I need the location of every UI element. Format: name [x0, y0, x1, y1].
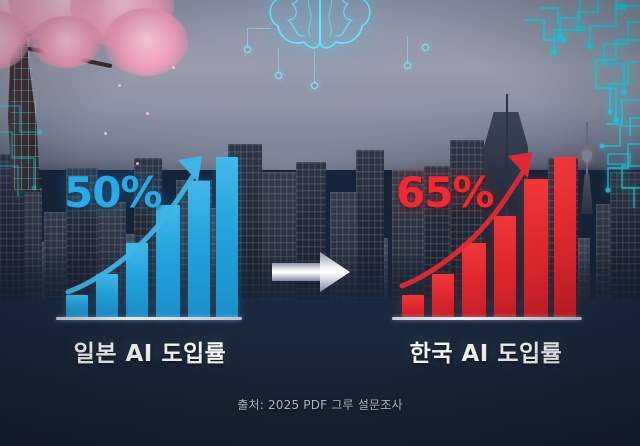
- arrow-right-icon: [272, 252, 350, 292]
- n-seoul-tower-icon: [574, 122, 600, 214]
- bar-5: [524, 179, 548, 317]
- bar-6: [216, 157, 238, 317]
- bar-1: [66, 295, 88, 317]
- chart-baseline-japan: [56, 317, 242, 320]
- node-dot-icon: [275, 72, 282, 79]
- circuit-board-icon: [520, 0, 640, 140]
- bar-1: [402, 295, 424, 317]
- chart-korea: [392, 140, 582, 320]
- bar-4: [494, 216, 516, 317]
- bar-group-korea: [396, 140, 576, 320]
- percent-korea: 65%: [396, 168, 495, 217]
- circuit-board-icon: [0, 92, 54, 212]
- arrow-shaft: [272, 263, 324, 281]
- chart-baseline-korea: [392, 317, 582, 320]
- sky-haze: [0, 60, 640, 170]
- chart-japan: [56, 140, 242, 320]
- node-dot-icon: [311, 82, 318, 89]
- chart-label-japan: 일본 AI 도입률: [73, 341, 227, 367]
- bar-group-japan: [60, 140, 240, 320]
- ground-panel: [0, 300, 640, 446]
- node-line: [247, 28, 271, 29]
- bar-2: [96, 274, 118, 317]
- arrow-head: [320, 252, 350, 292]
- circuit-board-icon: [574, 118, 640, 210]
- node-dot-icon: [422, 44, 429, 51]
- cherry-blossom-tree-icon: [0, 0, 196, 192]
- source-caption: 출처: 2025 PDF 그루 설문조사: [237, 398, 403, 412]
- chart-label-korea: 한국 AI 도입률: [409, 341, 563, 367]
- bar-3: [462, 243, 486, 317]
- node-line: [407, 36, 408, 64]
- bar-6: [554, 157, 576, 317]
- node-line: [278, 48, 279, 74]
- percent-japan: 50%: [64, 168, 163, 217]
- node-line: [247, 28, 248, 48]
- neural-brain-icon: [252, 0, 388, 62]
- bar-3: [126, 243, 148, 317]
- bar-4: [156, 205, 180, 317]
- node-line: [314, 50, 315, 84]
- bar-2: [432, 274, 454, 317]
- bar-5: [188, 181, 210, 317]
- node-dot-icon: [404, 62, 411, 69]
